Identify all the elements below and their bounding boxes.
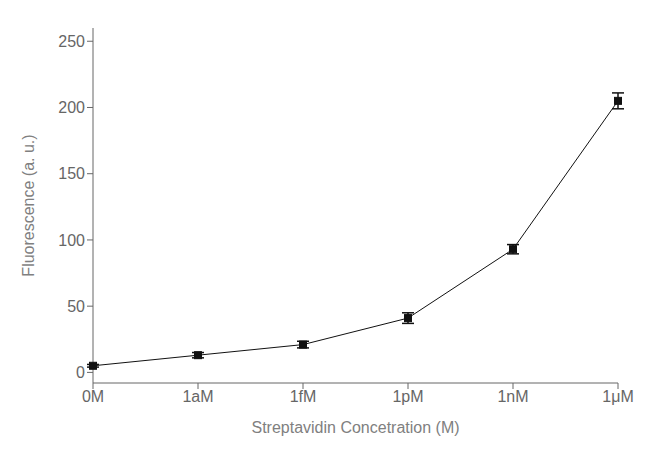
svg-text:Streptavidin Concetration (M): Streptavidin Concetration (M): [251, 419, 459, 436]
svg-text:250: 250: [58, 33, 85, 50]
svg-text:1pM: 1pM: [392, 388, 423, 405]
svg-text:50: 50: [67, 298, 85, 315]
svg-text:1nM: 1nM: [497, 388, 528, 405]
svg-text:0M: 0M: [82, 388, 104, 405]
svg-text:150: 150: [58, 165, 85, 182]
svg-text:1aM: 1aM: [182, 388, 213, 405]
svg-text:200: 200: [58, 99, 85, 116]
svg-text:100: 100: [58, 232, 85, 249]
svg-text:1fM: 1fM: [290, 388, 317, 405]
svg-text:0: 0: [76, 364, 85, 381]
svg-text:Fluorescence (a. u.): Fluorescence (a. u.): [20, 134, 37, 276]
svg-text:1μM: 1μM: [602, 388, 633, 405]
